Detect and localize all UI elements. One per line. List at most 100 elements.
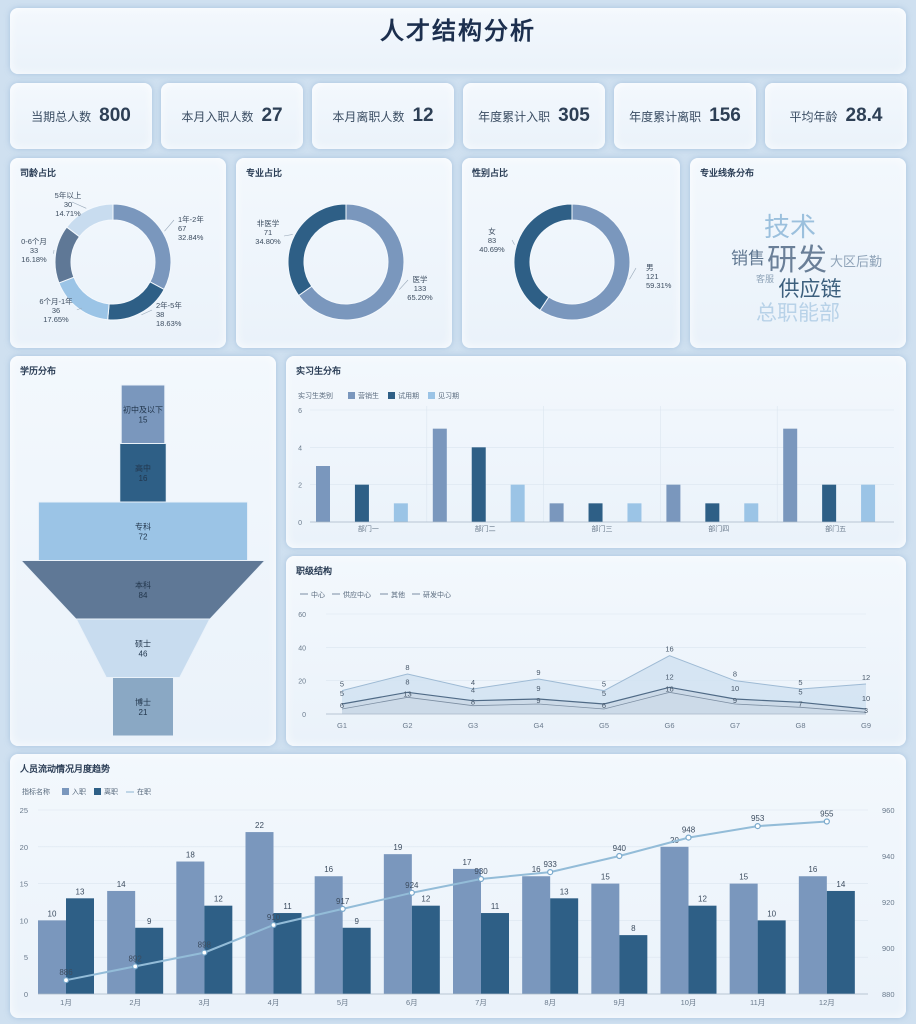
slice-value: 121 — [646, 272, 659, 281]
bar-label: 11 — [491, 902, 500, 911]
line-point — [339, 905, 346, 912]
panel-title: 实习生分布 — [296, 366, 342, 376]
bar-label: 15 — [739, 873, 748, 882]
data-label: 4 — [471, 678, 475, 687]
line-label: 924 — [405, 881, 419, 890]
legend-label: 中心 — [311, 590, 325, 599]
legend-title: 实习生类别 — [298, 391, 333, 400]
data-label: 8 — [405, 663, 409, 672]
data-label: 5 — [798, 687, 802, 696]
bar-label: 16 — [808, 865, 817, 874]
legend-label: 研发中心 — [423, 590, 451, 599]
bar-label: 13 — [76, 887, 85, 896]
kpi-card: 本月离职人数 12 — [312, 83, 454, 149]
area-line — [341, 686, 867, 710]
panel-title: 专业占比 — [246, 168, 283, 178]
major-panel: 专业占比 医学 133 65.20% 非医学 71 34.80% — [236, 158, 452, 348]
bar-label: 12 — [214, 895, 223, 904]
bar-label: 18 — [186, 851, 195, 860]
rank-chart: 中心 供应中心 其他 研发中心 0 20 40 60 5 8 4 9 5 16 8 5 12 5 8 4 9 5 12 10 5… — [298, 590, 871, 730]
kpi-value: 800 — [99, 105, 131, 126]
bar-label: 10 — [48, 909, 57, 918]
header-panel: 人才结构分析 — [10, 8, 906, 74]
legend-label: 离职 — [104, 787, 118, 796]
funnel-label: 博士 — [135, 697, 151, 707]
slice-value: 71 — [264, 228, 272, 237]
cloud-word: 销售 — [731, 249, 765, 268]
funnel-segment — [112, 677, 174, 737]
line-label: 917 — [336, 897, 350, 906]
panel-title: 专业线条分布 — [700, 168, 755, 178]
line-label: 953 — [751, 814, 765, 823]
legend-swatch — [94, 788, 101, 795]
line-label: 892 — [128, 954, 142, 963]
slice-value: 33 — [30, 246, 38, 255]
label-leader — [76, 307, 83, 311]
slice-percent: 32.84% — [178, 233, 204, 242]
donut-slice — [513, 203, 573, 312]
funnel-label: 初中及以下 — [123, 404, 163, 414]
line-label: 910 — [267, 913, 281, 922]
bar-entry — [176, 861, 205, 994]
x-tick-label: 部门五 — [825, 524, 846, 533]
kpi-value: 27 — [261, 105, 283, 126]
y-tick-label: 0 — [302, 712, 306, 719]
bar-label: 12 — [421, 895, 430, 904]
kpi-label: 本月离职人数 — [332, 109, 405, 124]
rank-panel: 职级结构 中心 供应中心 其他 研发中心 0 20 40 60 5 8 4 9 5 16 8 5 12 5 8 4 9 5… — [286, 556, 906, 746]
bar-entry — [314, 876, 343, 994]
y-tick-label: 10 — [20, 916, 28, 925]
area-line — [341, 655, 867, 692]
bar — [316, 466, 330, 522]
bar-exit — [204, 905, 233, 994]
bar-label: 22 — [255, 821, 264, 830]
x-tick-label: G1 — [337, 721, 347, 730]
intern-panel: 实习生分布 实习生类别 营销生 试用期 见习期 0 2 4 6 部门一 部门二 部门三 部门四 部门五 — [286, 356, 906, 548]
bar-exit — [411, 905, 440, 994]
cloud-word: 技术 — [764, 212, 816, 242]
legend-label: 试用期 — [398, 391, 419, 400]
y2-tick-label: 960 — [882, 806, 895, 815]
x-tick-label: G4 — [533, 721, 543, 730]
x-tick-label: G2 — [402, 721, 412, 730]
y-tick-label: 6 — [298, 408, 302, 415]
funnel-value: 46 — [139, 649, 148, 658]
funnel-value: 84 — [139, 591, 148, 600]
bar-exit — [826, 890, 855, 994]
x-tick-label: G9 — [861, 721, 871, 730]
x-tick-label: 9月 — [613, 998, 625, 1007]
kpi-card: 年度累计入职 305 — [463, 83, 605, 149]
bar — [783, 428, 798, 522]
bar-exit — [273, 913, 302, 994]
bar-label: 17 — [463, 858, 472, 867]
kpi-label: 当期总人数 — [31, 109, 92, 124]
bar — [861, 484, 876, 522]
data-label: 5 — [798, 678, 802, 687]
legend-swatch — [388, 392, 395, 399]
legend-label: 供应中心 — [343, 590, 371, 599]
bar-label: 9 — [354, 917, 359, 926]
bar-entry — [107, 890, 136, 994]
y-tick-label: 15 — [20, 880, 28, 889]
legend-label: 其他 — [391, 590, 405, 599]
x-tick-label: G7 — [730, 721, 740, 730]
label-leader — [71, 201, 87, 209]
cloud-word: 大区后勤 — [830, 254, 882, 269]
bar-entry — [245, 832, 274, 994]
bar-label: 14 — [836, 880, 845, 889]
slice-label: 男 — [646, 263, 654, 272]
data-label: 8 — [733, 670, 737, 679]
panel-title: 性别占比 — [472, 168, 509, 178]
area-layer — [342, 655, 866, 709]
y2-tick-label: 940 — [882, 852, 895, 861]
funnel-label: 硕士 — [135, 638, 151, 648]
slice-value: 38 — [156, 310, 164, 319]
legend-swatch — [428, 392, 435, 399]
bar-exit — [550, 898, 579, 994]
data-label: 5 — [340, 689, 344, 698]
y2-tick-label: 900 — [882, 944, 895, 953]
line-point — [132, 963, 139, 970]
